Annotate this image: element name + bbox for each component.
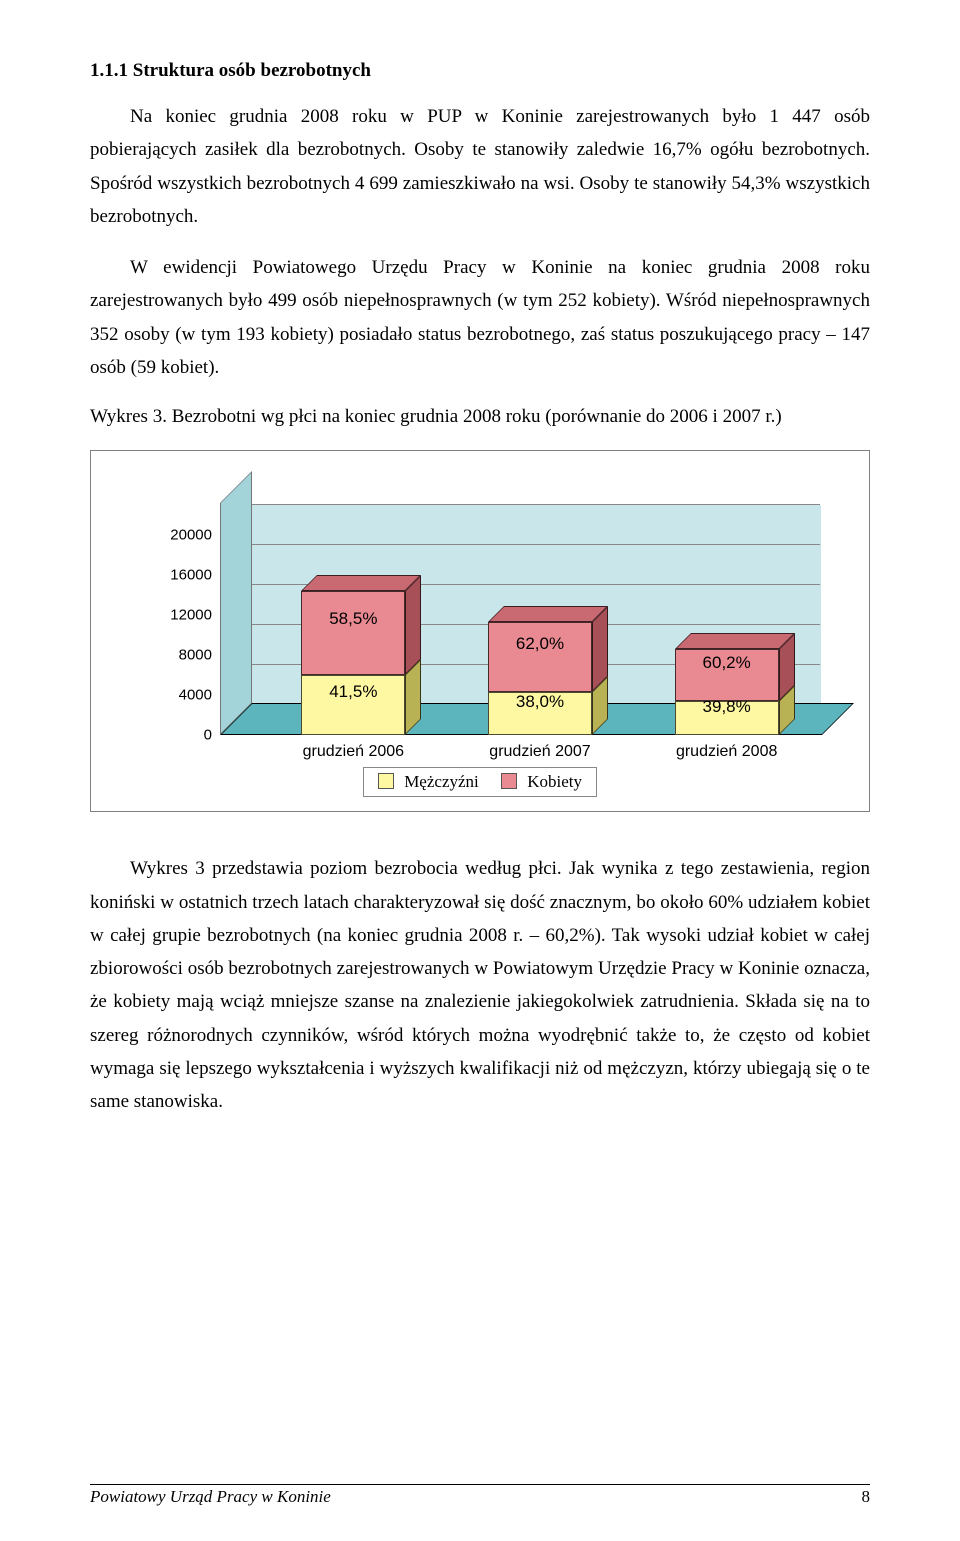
x-tick-label: grudzień 2007 — [489, 743, 590, 761]
page-number: 8 — [862, 1487, 871, 1507]
x-tick-label: grudzień 2006 — [303, 743, 404, 761]
bar-pct-label: 58,5% — [329, 609, 377, 629]
bar-pct-label: 41,5% — [329, 682, 377, 702]
bar-pct-label: 62,0% — [516, 634, 564, 654]
paragraph-3: Wykres 3 przedstawia poziom bezrobocia w… — [90, 852, 870, 1118]
legend-swatch-mezczyzni — [378, 773, 394, 789]
x-tick-label: grudzień 2008 — [676, 743, 777, 761]
paragraph-1: Na koniec grudnia 2008 roku w PUP w Koni… — [90, 100, 870, 233]
page-footer: Powiatowy Urząd Pracy w Koninie 8 — [90, 1484, 870, 1507]
legend-box: Mężczyźni Kobiety — [363, 767, 597, 797]
legend-label-mezczyzni: Mężczyźni — [404, 772, 479, 791]
section-heading: 1.1.1 Struktura osób bezrobotnych — [90, 60, 870, 82]
chart-3d-bar: 04000800012000160002000041,5%58,5%grudzi… — [140, 475, 820, 755]
chart-caption: Wykres 3. Bezrobotni wg płci na koniec g… — [90, 402, 870, 432]
chart-frame: 0 4000 8000 12000 16000 20000 41,5% 58,5% grudzi… — [90, 450, 870, 812]
y-tick-label: 8000 — [142, 647, 212, 664]
paragraph-2: W ewidencji Powiatowego Urzędu Pracy w K… — [90, 251, 870, 384]
legend-label-kobiety: Kobiety — [527, 772, 582, 791]
y-tick-label: 0 — [142, 727, 212, 744]
footer-text: Powiatowy Urząd Pracy w Koninie — [90, 1487, 331, 1507]
y-tick-label: 20000 — [142, 527, 212, 544]
y-tick-label: 12000 — [142, 607, 212, 624]
bar-pct-label: 60,2% — [703, 653, 751, 673]
y-tick-label: 4000 — [142, 687, 212, 704]
chart-legend: Mężczyźni Kobiety — [111, 767, 849, 797]
bar-pct-label: 38,0% — [516, 692, 564, 712]
legend-swatch-kobiety — [501, 773, 517, 789]
y-tick-label: 16000 — [142, 567, 212, 584]
